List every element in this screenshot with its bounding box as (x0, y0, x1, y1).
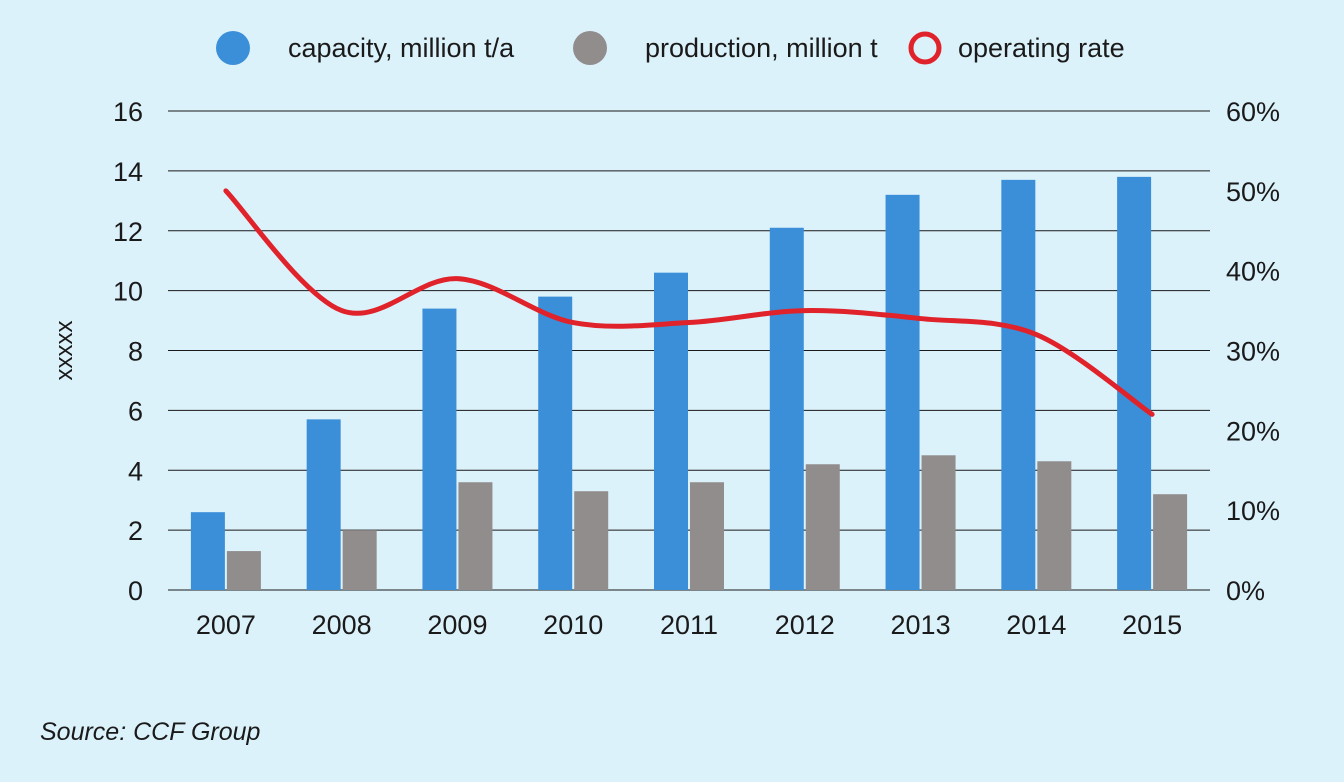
x-tick-label: 2008 (312, 610, 372, 640)
bar-capacity-2014 (1001, 179, 1036, 590)
y2-tick-label: 50% (1226, 177, 1280, 207)
bar-capacity-2009 (422, 308, 457, 590)
x-tick-label: 2014 (1006, 610, 1066, 640)
bar-production-2009 (458, 482, 493, 590)
y2-tick-label: 10% (1226, 496, 1280, 526)
y-tick-label: 10 (113, 277, 143, 307)
y-tick-label: 14 (113, 157, 143, 187)
bar-production-2013 (921, 455, 956, 590)
y-axis-label: xxxxx (51, 321, 78, 381)
source-note: Source: CCF Group (40, 718, 261, 746)
bar-capacity-2008 (306, 419, 341, 590)
bar-capacity-2011 (654, 272, 688, 590)
line-operating-rate (223, 188, 1155, 417)
y-tick-label: 16 (113, 97, 143, 127)
bar-capacity-2015 (1117, 176, 1152, 591)
bar-production-2014 (1037, 461, 1072, 590)
legend-label: capacity, million t/a (288, 33, 515, 63)
legend-marker (216, 31, 250, 65)
x-tick-label: 2009 (427, 610, 487, 640)
bar-production-2008 (342, 530, 377, 590)
bar-capacity-2013 (885, 194, 920, 590)
x-tick-label: 2010 (543, 610, 603, 640)
y2-tick-label: 0% (1226, 576, 1265, 606)
y2-tick-label: 40% (1226, 257, 1280, 287)
y-tick-label: 2 (128, 516, 143, 546)
y-tick-label: 4 (128, 456, 143, 486)
legend-label: operating rate (958, 33, 1125, 63)
y-tick-label: 6 (128, 396, 143, 426)
y-tick-label: 8 (128, 337, 143, 367)
y-tick-label: 12 (113, 217, 143, 247)
legend-label: production, million t (645, 33, 878, 63)
y2-tick-label: 30% (1226, 337, 1280, 367)
bar-capacity-2007 (190, 512, 225, 590)
bar-production-2010 (574, 491, 609, 590)
bar-production-2012 (805, 464, 840, 590)
x-tick-label: 2011 (660, 610, 718, 640)
bar-production-2007 (226, 551, 261, 590)
y2-tick-label: 60% (1226, 97, 1280, 127)
x-tick-label: 2012 (775, 610, 835, 640)
bar-capacity-2012 (769, 227, 804, 590)
legend-marker (908, 31, 942, 65)
bar-production-2011 (690, 482, 724, 590)
x-tick-label: 2013 (891, 610, 951, 640)
y-tick-label: 0 (128, 576, 143, 606)
x-tick-label: 2007 (196, 610, 256, 640)
bar-capacity-2010 (538, 296, 573, 590)
bar-production-2015 (1153, 494, 1188, 590)
y2-tick-label: 20% (1226, 416, 1280, 446)
x-tick-label: 2015 (1122, 610, 1182, 640)
legend-marker (573, 31, 607, 65)
